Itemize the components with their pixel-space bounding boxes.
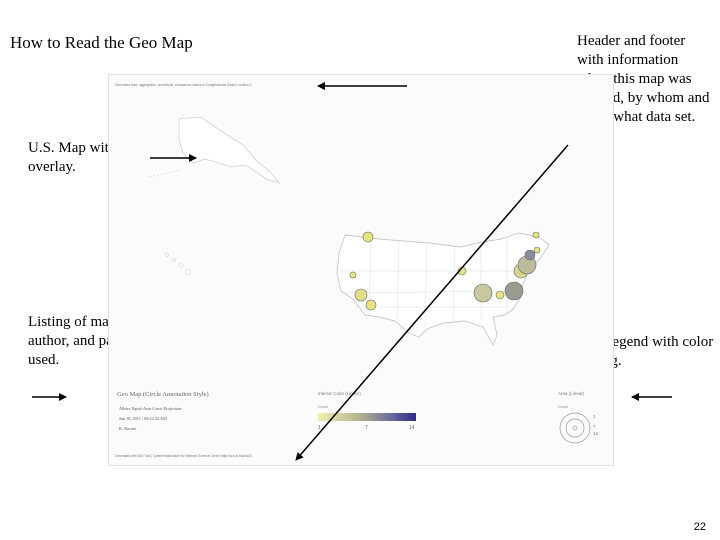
slide-title: How to Read the Geo Map <box>10 33 193 52</box>
area-legend-value: 1 <box>593 414 596 419</box>
color-ramp <box>318 413 416 421</box>
map-type-text: Geo Map (Circle Annotation Style) <box>117 391 209 398</box>
interior-legend-title: Interior Color (Linear) <box>318 391 361 396</box>
interior-legend-tick: 7 <box>365 425 368 431</box>
data-circles <box>349 231 541 311</box>
hawaii-islands <box>165 253 191 275</box>
map-author-text: K. Borner <box>119 426 137 431</box>
geo-map-image: Generated from: aggregation: predictions… <box>108 74 614 466</box>
map-header-text: Generated from: aggregation: predictions… <box>115 83 252 87</box>
area-legend-value: 14 <box>593 431 598 436</box>
area-legend-circles <box>559 412 591 444</box>
slide-number: 22 <box>693 521 706 533</box>
interior-legend-label: Count <box>318 405 328 409</box>
area-legend-value: 7 <box>593 424 596 429</box>
area-legend-label: Count <box>558 405 568 409</box>
interior-legend-tick: 14 <box>409 425 415 431</box>
map-date-text: Jun 10, 2011 | 09:22:34 AM <box>119 416 167 421</box>
map-projection-text: Albers Equal-Area Conic Projection <box>119 406 182 411</box>
footer-arrow <box>295 144 569 461</box>
area-legend-title: Area (Linear) <box>558 391 585 396</box>
map-footer-text: Generated with Sci2 Tool | Cyberinfrastr… <box>115 454 253 458</box>
interior-legend-tick: 1 <box>318 425 321 431</box>
